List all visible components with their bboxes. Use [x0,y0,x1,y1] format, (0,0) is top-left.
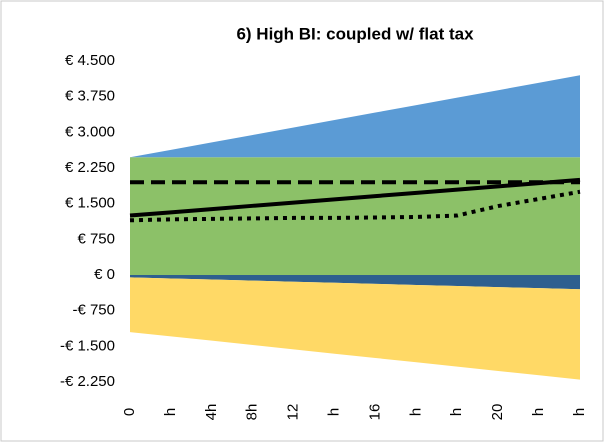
y-tick-label: € 0 [94,266,115,283]
y-tick-label: -€ 1.500 [60,337,115,354]
y-tick-label: € 2.250 [65,159,115,176]
x-tick-label: h [448,408,465,416]
area [130,277,580,380]
line [129,189,581,223]
x-tick-label: 0 [121,408,138,416]
y-tick-label: € 3.750 [65,88,115,105]
y-tick-label: € 4.500 [65,52,115,69]
line [129,177,581,218]
x-tick-label: h [326,408,343,416]
y-tick-label: -€ 2.250 [60,373,115,390]
chart-title: 6) High BI: coupled w/ flat tax [236,24,474,43]
x-tick-label: 16 [366,404,383,421]
x-tick-label: 8h [244,404,261,421]
y-tick-label: -€ 750 [72,302,115,319]
x-tick-label: 4h [203,404,220,421]
x-tick-label: h [571,408,588,416]
area [130,275,580,290]
x-tick-label: h [162,408,179,416]
y-tick-label: € 1.500 [65,195,115,212]
x-tick-label: 20 [489,404,506,421]
x-tick-label: h [530,408,547,416]
area [130,75,580,158]
y-tick-label: € 750 [77,230,115,247]
x-tick-label: 12 [285,404,302,421]
y-tick-label: € 3.000 [65,123,115,140]
x-tick-label: h [407,408,424,416]
